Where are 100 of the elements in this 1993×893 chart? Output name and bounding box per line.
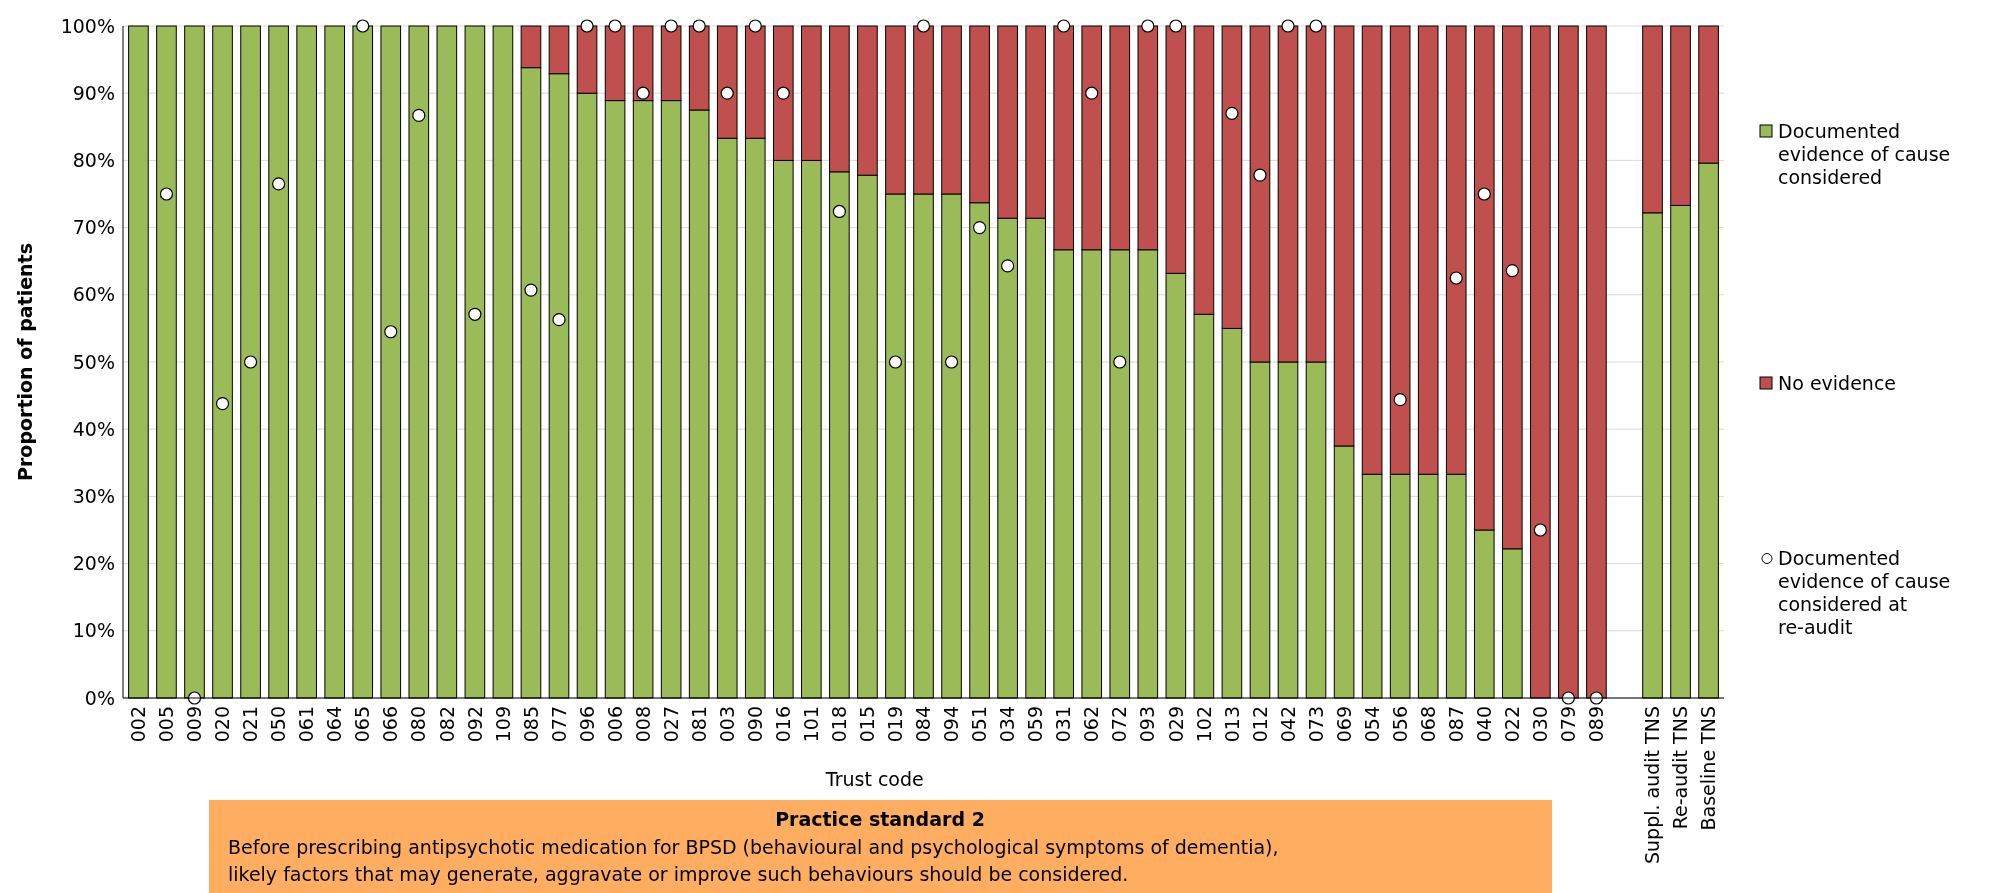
x-tick-label: 008 [631, 706, 654, 743]
x-tick-label: 012 [1248, 706, 1271, 743]
point [384, 325, 398, 339]
x-tick-label: 022 [1500, 706, 1523, 743]
y-tick-label: 60% [72, 283, 115, 306]
legend-label: No evidence [1778, 371, 1897, 394]
y-tick-label: 70% [72, 216, 115, 239]
y-tick-label: 40% [72, 417, 115, 440]
point [1225, 106, 1239, 120]
point [356, 19, 370, 33]
x-tick-label: 084 [912, 706, 935, 743]
x-tick-label: 082 [435, 706, 458, 743]
x-tick-label: 085 [519, 706, 542, 743]
point [636, 86, 650, 100]
x-tick-label: 102 [1192, 706, 1215, 743]
x-tick-label: 064 [323, 706, 346, 743]
x-tick-label: 065 [351, 706, 374, 743]
point [243, 355, 258, 369]
point [1057, 19, 1071, 33]
point [1141, 19, 1155, 33]
x-tick-label: 005 [155, 706, 178, 743]
point [1169, 19, 1183, 33]
x-tick-label: 030 [1529, 706, 1551, 743]
x-tick-label: 069 [1332, 706, 1355, 743]
point [552, 313, 566, 327]
y-axis-title: Proportion of patients [14, 243, 36, 481]
point [748, 19, 762, 33]
x-tick-label: Re-audit TNS [1669, 706, 1692, 830]
x-tick-label: 094 [940, 706, 963, 743]
point [1001, 259, 1015, 273]
x-tick-label: 080 [407, 706, 430, 743]
point [1309, 19, 1323, 33]
point [776, 86, 790, 100]
x-tick-label: Baseline TNS [1697, 706, 1720, 831]
x-tick-label: 002 [127, 706, 150, 743]
point [692, 19, 706, 33]
point [159, 187, 174, 201]
x-tick-label: 027 [659, 706, 682, 743]
point [832, 204, 846, 219]
x-tick-label: 090 [743, 706, 766, 743]
point [888, 355, 903, 369]
point [1253, 168, 1267, 182]
x-tick-label: 006 [603, 706, 626, 743]
x-tick-label: 042 [1276, 706, 1299, 743]
x-tick-label: 013 [1220, 706, 1243, 743]
legend-label: Documented evidence of cause considered at re-audit [1778, 547, 1951, 639]
point [608, 19, 622, 33]
point [1533, 523, 1547, 537]
x-tick-label: 050 [267, 706, 290, 743]
x-tick-label: 072 [1108, 706, 1131, 743]
y-tick-label: 80% [72, 149, 115, 172]
x-tick-label: 021 [239, 706, 262, 743]
x-tick-label: 066 [379, 706, 402, 743]
point [1393, 393, 1407, 407]
x-tick-label: 056 [1388, 706, 1411, 743]
x-tick-label: 061 [295, 706, 318, 743]
point [664, 19, 678, 33]
x-tick-label: 015 [856, 706, 879, 743]
legend-label: Documented evidence of cause considered [1778, 119, 1951, 188]
point [1477, 187, 1491, 201]
x-tick-label: 079 [1557, 706, 1580, 743]
x-tick-label: 077 [547, 706, 570, 743]
x-tick-label: 019 [884, 706, 907, 743]
point [412, 108, 426, 122]
x-tick-label: 040 [1472, 706, 1495, 743]
x-tick-label: 096 [575, 706, 598, 743]
x-tick-label: 029 [1164, 706, 1187, 743]
x-tick-label: 059 [1024, 706, 1047, 743]
text: Before prescribing antipsychotic medication for BPSD (behavioural and psychological symptoms of dementia), likely factors that may generate, aggravate or improve such behaviours should be considered. [228, 836, 1279, 885]
x-tick-label: 009 [183, 706, 206, 743]
y-tick-label: 30% [72, 485, 115, 508]
point [272, 177, 286, 191]
point [916, 19, 931, 33]
point [720, 86, 734, 100]
y-tick-label: 0% [84, 686, 115, 709]
x-tick-label: 068 [1416, 706, 1439, 743]
point [972, 221, 987, 235]
x-tick-label: 031 [1052, 706, 1075, 743]
x-tick-label: 081 [687, 706, 710, 743]
x-tick-label: 101 [800, 706, 822, 743]
y-tick-label: 100% [60, 14, 115, 37]
x-tick-label: 003 [715, 706, 738, 743]
x-tick-label: 093 [1136, 706, 1159, 743]
y-tick-label: 20% [72, 552, 115, 575]
x-tick-label: Suppl. audit TNS [1641, 706, 1664, 864]
point [1085, 86, 1099, 100]
x-tick-label: 089 [1585, 706, 1608, 743]
x-tick-label: 092 [463, 706, 486, 743]
y-tick-label: 10% [72, 619, 115, 642]
point [1449, 271, 1463, 285]
x-tick-label: 051 [968, 706, 991, 743]
x-tick-label: 016 [771, 706, 794, 743]
x-tick-label: 062 [1080, 706, 1103, 743]
point [215, 397, 230, 411]
x-axis-title: Trust code [824, 768, 924, 790]
text: Practice standard 2 [775, 808, 985, 830]
x-tick-label: 020 [211, 706, 234, 743]
x-tick-label: 087 [1444, 706, 1467, 743]
point [1505, 264, 1519, 278]
point [580, 19, 594, 33]
